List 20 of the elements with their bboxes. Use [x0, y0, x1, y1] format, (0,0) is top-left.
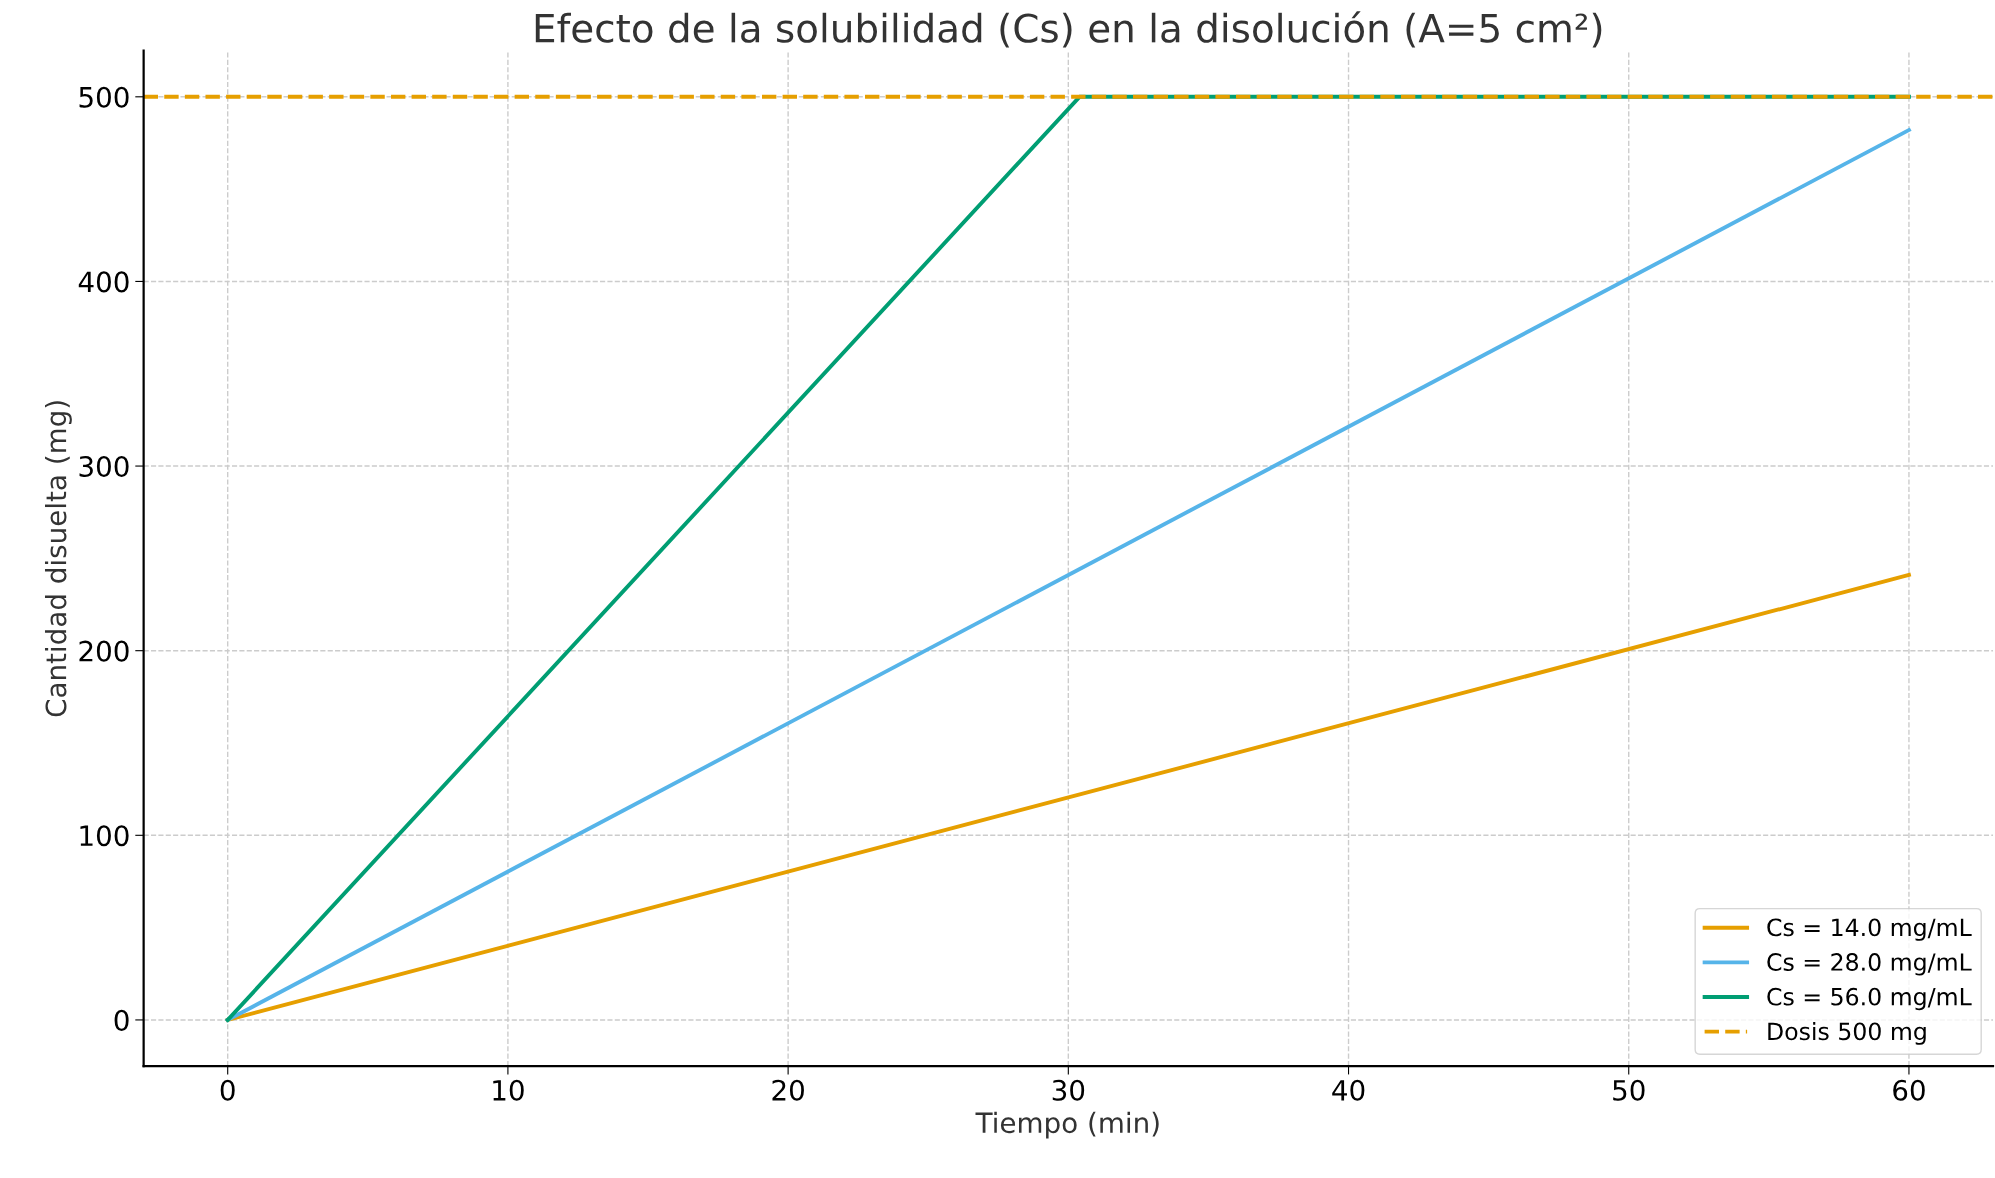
legend-label: Cs = 28.0 mg/mL — [1767, 953, 1972, 976]
y-tick-label: 300 — [79, 456, 129, 478]
legend-label: Cs = 14.0 mg/mL — [1767, 918, 1972, 941]
chart-title: Efecto de la solubilidad (Cs) en la disolución (A=5 cm²) — [535, 11, 1602, 48]
y-tick-label: 0 — [114, 1009, 129, 1031]
x-tick-label: 60 — [1893, 1079, 1925, 1101]
x-tick-label: 30 — [1052, 1079, 1085, 1101]
y-tick-label: 400 — [78, 271, 129, 293]
x-tick-label: 50 — [1613, 1079, 1645, 1101]
x-axis-title: Tiempo (min) — [975, 1111, 1159, 1139]
y-tick-label: 100 — [80, 825, 129, 847]
legend-label: Cs = 56.0 mg/mL — [1767, 987, 1972, 1011]
y-tick-label: 200 — [79, 640, 129, 662]
legend-label: Dosis 500 mg — [1768, 1021, 1926, 1045]
y-tick-label: 500 — [79, 86, 129, 108]
x-tick-label: 10 — [493, 1079, 524, 1101]
x-tick-label: 40 — [1332, 1079, 1365, 1101]
x-tick-label: 20 — [772, 1079, 804, 1101]
x-tick-label: 0 — [220, 1079, 235, 1101]
y-axis-title: Cantidad disuelta (mg) — [44, 401, 72, 717]
